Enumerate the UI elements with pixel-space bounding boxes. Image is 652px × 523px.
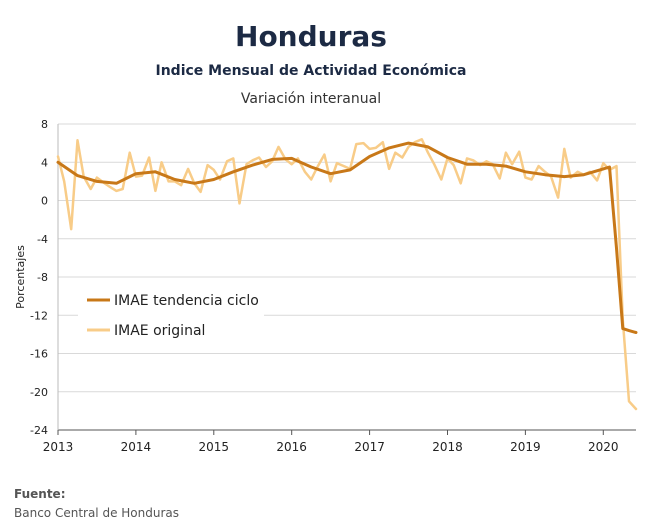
y-tick-label: -16 (30, 348, 48, 361)
x-tick-label: 2018 (432, 440, 463, 454)
gridlines (58, 123, 636, 431)
x-axis-ticks: 2013 2014 2015 2016 2017 2018 2019 2020 (43, 430, 619, 454)
x-tick-label: 2014 (121, 440, 152, 454)
line-chart: 8 4 0 -4 -8 -12 -16 -20 -24 2013 2014 2015 2016 2017… (14, 118, 638, 454)
series-line-original (56, 138, 638, 411)
source-label: Fuente: (14, 487, 66, 501)
series-lines (56, 138, 638, 411)
chart-title: Honduras (235, 20, 387, 53)
y-axis-label: Porcentajes (14, 245, 27, 309)
source-text: Banco Central de Honduras (14, 506, 179, 520)
chart-subtitle-2: Variación interanual (240, 91, 382, 107)
y-tick-label: 4 (41, 156, 48, 169)
y-tick-label: 0 (41, 195, 48, 208)
y-tick-label: -4 (37, 233, 48, 246)
legend: IMAE tendencia ciclo IMAE original (78, 284, 264, 348)
y-tick-label: -12 (30, 309, 48, 322)
y-tick-label: -8 (37, 271, 48, 284)
legend-box (78, 284, 264, 348)
y-tick-label: -24 (30, 424, 48, 437)
y-tick-label: 8 (41, 118, 48, 131)
x-tick-label: 2013 (43, 440, 74, 454)
series-line-trend (56, 141, 638, 334)
axes (57, 124, 636, 431)
x-tick-label: 2015 (199, 440, 230, 454)
y-axis-ticks: 8 4 0 -4 -8 -12 -16 -20 -24 (30, 118, 48, 437)
x-tick-label: 2016 (276, 440, 307, 454)
legend-label-original: IMAE original (114, 323, 205, 339)
x-tick-label: 2019 (510, 440, 541, 454)
x-tick-label: 2017 (354, 440, 385, 454)
x-tick-label: 2020 (588, 440, 619, 454)
legend-label-trend: IMAE tendencia ciclo (114, 293, 259, 309)
chart-subtitle: Indice Mensual de Actividad Económica (155, 63, 467, 79)
y-tick-label: -20 (30, 386, 48, 399)
